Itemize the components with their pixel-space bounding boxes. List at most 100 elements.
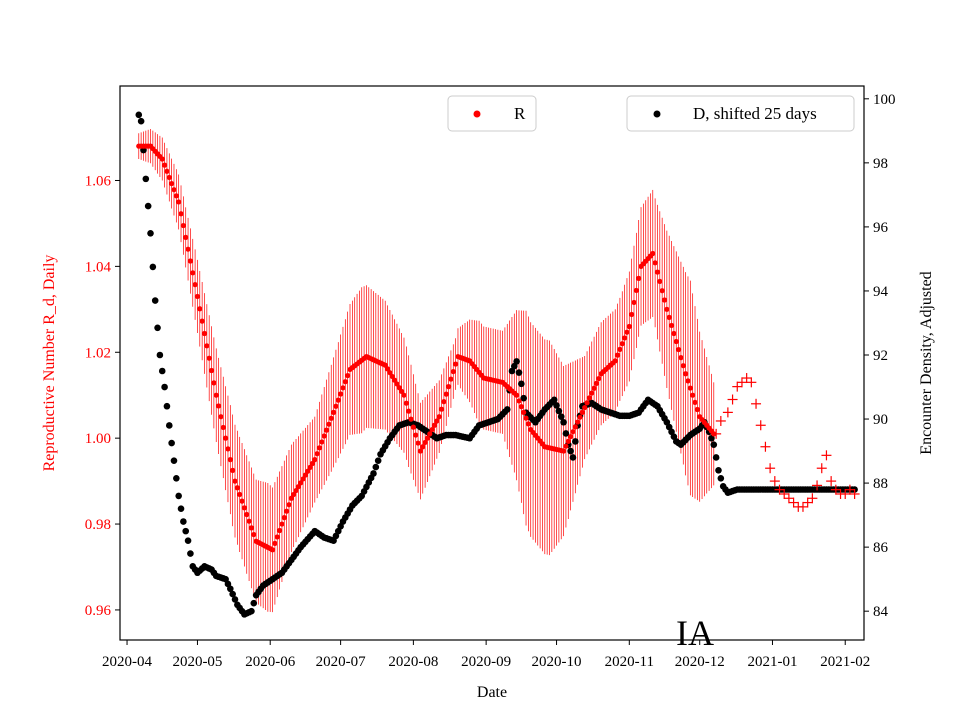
r-extrapolated-point bbox=[769, 476, 780, 487]
x-tick-label: 2020-04 bbox=[102, 654, 152, 670]
r-point bbox=[629, 311, 635, 318]
d-point bbox=[708, 434, 715, 442]
r-extrapolated-point bbox=[736, 377, 747, 388]
r-point bbox=[518, 404, 524, 410]
legend-d-marker bbox=[653, 110, 661, 118]
r-point bbox=[659, 288, 665, 294]
r-point bbox=[429, 426, 435, 433]
r-point bbox=[330, 409, 337, 415]
r-point bbox=[579, 409, 585, 415]
r-point bbox=[560, 448, 567, 454]
right-tick-label: 92 bbox=[873, 348, 888, 364]
x-tick-label: 2020-09 bbox=[461, 654, 511, 670]
r-point bbox=[288, 495, 294, 501]
d-point bbox=[370, 470, 377, 477]
r-point bbox=[171, 187, 177, 193]
x-axis: 2020-04 2020-05 2020-06 2020-07 2020-08 2020-… bbox=[102, 640, 870, 670]
left-tick-label: 0.98 bbox=[85, 517, 111, 533]
x-tick-label: 2020-11 bbox=[605, 654, 654, 670]
r-extrapolated-point bbox=[760, 441, 771, 452]
r-point bbox=[453, 361, 459, 367]
r-point bbox=[683, 371, 689, 377]
r-point bbox=[565, 438, 571, 444]
r-point bbox=[434, 418, 440, 424]
r-point bbox=[220, 424, 226, 431]
r-point bbox=[516, 398, 522, 404]
r-point bbox=[514, 392, 520, 398]
r-point bbox=[391, 377, 398, 383]
d-point bbox=[715, 466, 722, 474]
right-tick-label: 88 bbox=[873, 476, 888, 492]
d-point bbox=[182, 527, 190, 535]
r-point bbox=[577, 414, 583, 420]
r-point bbox=[652, 260, 658, 266]
r-point bbox=[636, 275, 642, 281]
r-point bbox=[389, 373, 395, 380]
d-point bbox=[180, 518, 187, 525]
r-point bbox=[328, 415, 334, 421]
r-point bbox=[161, 162, 168, 168]
d-point bbox=[156, 351, 164, 359]
x-tick-label: 2020-10 bbox=[532, 654, 582, 670]
r-point bbox=[622, 335, 628, 341]
d-point bbox=[712, 454, 720, 461]
r-point bbox=[232, 478, 238, 484]
r-point bbox=[431, 422, 438, 428]
r-point bbox=[302, 472, 309, 478]
r-point bbox=[422, 439, 428, 446]
d-point bbox=[250, 599, 258, 607]
legend-r-label: R bbox=[514, 104, 526, 123]
d-point bbox=[374, 457, 382, 464]
r-point bbox=[323, 427, 330, 433]
d-point bbox=[372, 463, 380, 471]
r-point bbox=[575, 419, 581, 425]
right-axis-label: Encounter Density, Adjusted bbox=[918, 271, 935, 454]
r-point bbox=[215, 403, 222, 409]
r-point bbox=[673, 338, 679, 345]
right-tick-label: 94 bbox=[873, 284, 889, 300]
d-point bbox=[173, 474, 180, 482]
r-point bbox=[624, 329, 630, 335]
r-extrapolated-point bbox=[722, 407, 733, 418]
right-tick-label: 90 bbox=[873, 412, 888, 428]
r-point bbox=[239, 498, 245, 504]
r-point bbox=[281, 515, 287, 521]
r-point bbox=[441, 399, 447, 405]
r-point bbox=[194, 293, 201, 300]
r-point bbox=[589, 390, 595, 396]
r-point bbox=[218, 414, 224, 420]
r-point bbox=[690, 392, 696, 398]
r-point bbox=[413, 432, 419, 438]
r-extrapolated-point bbox=[840, 488, 851, 499]
r-point bbox=[633, 287, 639, 294]
d-point bbox=[550, 396, 558, 404]
r-point bbox=[572, 424, 578, 430]
d-point bbox=[229, 590, 236, 598]
r-point bbox=[199, 318, 205, 324]
r-point bbox=[424, 435, 431, 441]
region-label: IA bbox=[676, 613, 714, 653]
d-point bbox=[154, 324, 161, 332]
r-extrapolated-point bbox=[812, 480, 823, 491]
r-point bbox=[314, 451, 320, 457]
d-point bbox=[161, 383, 168, 391]
r-point bbox=[582, 404, 588, 411]
r-point bbox=[568, 433, 574, 440]
r-point bbox=[687, 385, 693, 391]
r-point bbox=[274, 534, 280, 540]
d-point bbox=[151, 297, 159, 304]
r-point bbox=[309, 460, 316, 467]
r-point bbox=[211, 380, 217, 386]
r-point bbox=[284, 508, 290, 514]
left-tick-label: 1.02 bbox=[85, 345, 111, 361]
r-point bbox=[678, 355, 684, 361]
r-point bbox=[661, 297, 668, 303]
r-point bbox=[338, 391, 344, 397]
d-point bbox=[562, 430, 570, 437]
r-point bbox=[675, 346, 682, 353]
d-point bbox=[142, 175, 150, 183]
r-point bbox=[450, 368, 456, 375]
r-point bbox=[164, 168, 170, 174]
r-point bbox=[279, 521, 285, 527]
r-point bbox=[668, 322, 675, 329]
